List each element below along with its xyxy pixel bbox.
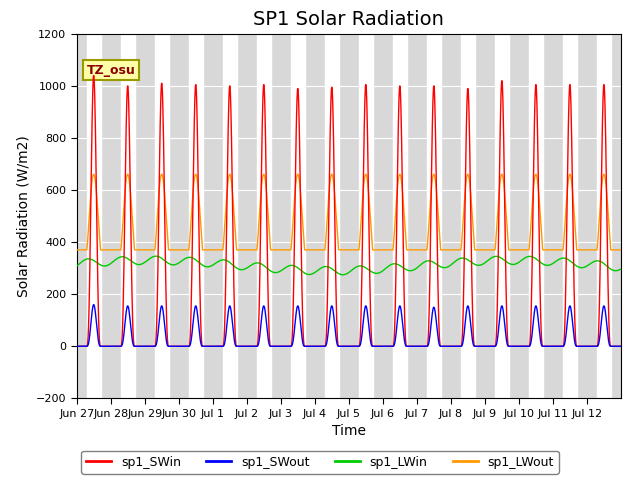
Bar bbox=[359, 34, 372, 398]
Bar bbox=[257, 34, 271, 398]
Legend: sp1_SWin, sp1_SWout, sp1_LWin, sp1_LWout: sp1_SWin, sp1_SWout, sp1_LWin, sp1_LWout bbox=[81, 451, 559, 474]
X-axis label: Time: Time bbox=[332, 424, 366, 438]
Bar bbox=[529, 34, 543, 398]
Bar bbox=[461, 34, 475, 398]
Bar bbox=[87, 34, 100, 398]
Bar bbox=[155, 34, 169, 398]
Bar bbox=[393, 34, 407, 398]
Bar bbox=[597, 34, 611, 398]
Bar bbox=[223, 34, 237, 398]
Bar bbox=[427, 34, 441, 398]
Bar bbox=[189, 34, 203, 398]
Bar bbox=[121, 34, 135, 398]
Title: SP1 Solar Radiation: SP1 Solar Radiation bbox=[253, 10, 444, 29]
Bar bbox=[563, 34, 577, 398]
Bar bbox=[291, 34, 305, 398]
Bar bbox=[325, 34, 339, 398]
Text: TZ_osu: TZ_osu bbox=[86, 64, 135, 77]
Bar bbox=[495, 34, 509, 398]
Y-axis label: Solar Radiation (W/m2): Solar Radiation (W/m2) bbox=[17, 135, 30, 297]
